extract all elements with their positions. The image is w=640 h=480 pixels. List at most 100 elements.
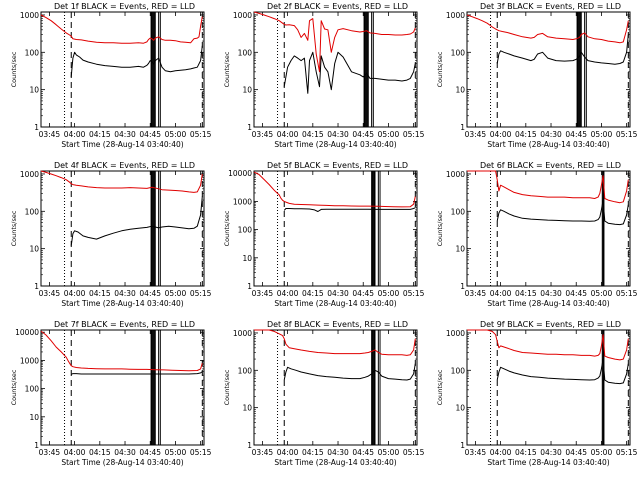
chart-panel-8: Det 8f BLACK = Events, RED = LLD 1 10 100 10… <box>223 320 425 467</box>
y-tick-label: 10 <box>455 86 465 95</box>
plot-frame <box>40 329 205 446</box>
x-tick-label: 05:00 <box>591 130 613 139</box>
y-tick-label: 1 <box>460 441 465 450</box>
x-tick-label: 04:00 <box>277 448 299 457</box>
x-tick-label: 05:00 <box>165 289 187 298</box>
x-tick-label: 04:45 <box>565 130 587 139</box>
x-tick-label: 03:45 <box>252 448 274 457</box>
series-line-events <box>70 196 203 246</box>
chart-title: Det 1f BLACK = Events, RED = LLD <box>54 2 195 11</box>
x-tick-label: 04:45 <box>139 289 161 298</box>
x-tick-label: 04:45 <box>352 289 374 298</box>
x-tick-label: 05:00 <box>591 448 613 457</box>
x-tick-label: 04:00 <box>490 289 512 298</box>
plot-frame <box>466 170 631 287</box>
x-tick-label: 04:45 <box>352 448 374 457</box>
x-tick-label: 04:45 <box>565 289 587 298</box>
x-tick-label: 04:15 <box>89 289 111 298</box>
x-tick-label: 04:15 <box>515 448 537 457</box>
plot-frame <box>466 329 631 446</box>
y-axis-label: Counts/sec <box>223 210 231 246</box>
y-tick-label: 100 <box>25 48 40 57</box>
y-tick-label: 10 <box>455 245 465 254</box>
x-tick-label: 03:45 <box>252 289 274 298</box>
plot-frame <box>253 170 418 287</box>
y-tick-label: 1000 <box>446 329 465 338</box>
chart-panel-5: Det 5f BLACK = Events, RED = LLD 1 10 100 10… <box>223 161 425 308</box>
x-tick-label: 05:15 <box>190 289 212 298</box>
y-tick-label: 1000 <box>233 197 252 206</box>
x-tick-label: 03:45 <box>39 289 61 298</box>
y-axis-label: Counts/sec <box>436 51 444 87</box>
x-tick-label: 03:45 <box>465 289 487 298</box>
x-tick-label: 03:45 <box>39 448 61 457</box>
x-tick-label: 05:15 <box>616 130 638 139</box>
x-tick-label: 05:15 <box>616 448 638 457</box>
x-tick-label: 04:30 <box>327 289 349 298</box>
x-tick-label: 03:45 <box>465 448 487 457</box>
x-tick-label: 03:45 <box>465 130 487 139</box>
x-tick-label: 04:00 <box>490 448 512 457</box>
x-tick-label: 04:00 <box>64 448 86 457</box>
y-tick-label: 10 <box>29 413 39 422</box>
x-tick-label: 04:15 <box>302 130 324 139</box>
x-tick-label: 03:45 <box>39 130 61 139</box>
chart-panel-4: Det 4f BLACK = Events, RED = LLD 1 10 100 10… <box>10 161 212 308</box>
x-tick-label: 04:30 <box>540 289 562 298</box>
series-line-lld <box>40 14 203 44</box>
x-tick-label: 05:15 <box>403 448 425 457</box>
x-tick-label: 04:30 <box>327 448 349 457</box>
x-tick-label: 04:00 <box>277 130 299 139</box>
chart-panel-7: Det 7f BLACK = Events, RED = LLD 1 10 100 10… <box>10 320 212 467</box>
y-axis-label: Counts/sec <box>436 369 444 405</box>
y-tick-label: 10 <box>455 404 465 413</box>
y-tick-label: 1 <box>247 123 252 132</box>
chart-title: Det 6f BLACK = Events, RED = LLD <box>480 161 621 170</box>
y-tick-label: 10 <box>29 86 39 95</box>
plot-frame <box>253 11 418 128</box>
y-tick-label: 100 <box>451 207 466 216</box>
x-tick-label: 05:00 <box>378 130 400 139</box>
series-line-lld <box>253 11 416 73</box>
x-tick-label: 04:00 <box>64 289 86 298</box>
chart-title: Det 5f BLACK = Events, RED = LLD <box>267 161 408 170</box>
x-tick-label: 05:00 <box>165 130 187 139</box>
chart-title: Det 9f BLACK = Events, RED = LLD <box>480 320 621 329</box>
x-axis-label: Start Time (28-Aug-14 03:40:40) <box>487 458 609 467</box>
x-tick-label: 05:15 <box>190 130 212 139</box>
x-tick-label: 04:00 <box>64 130 86 139</box>
series-line-events <box>496 34 629 65</box>
series-line-lld <box>467 329 629 361</box>
y-tick-label: 10 <box>242 254 252 263</box>
x-axis-label: Start Time (28-Aug-14 03:40:40) <box>274 458 396 467</box>
y-tick-label: 100 <box>25 385 40 394</box>
x-tick-label: 05:00 <box>378 289 400 298</box>
series-line-events <box>496 199 629 226</box>
chart-panel-2: Det 2f BLACK = Events, RED = LLD 1 10 100 10… <box>223 2 425 149</box>
x-tick-label: 05:15 <box>403 289 425 298</box>
y-tick-label: 100 <box>238 48 253 57</box>
x-tick-label: 04:45 <box>139 130 161 139</box>
y-tick-label: 1000 <box>20 11 39 20</box>
chart-panel-9: Det 9f BLACK = Events, RED = LLD 1 10 100 10… <box>436 320 638 467</box>
series-line-events <box>283 363 416 381</box>
x-tick-label: 04:45 <box>565 448 587 457</box>
x-tick-label: 04:30 <box>114 130 136 139</box>
y-axis-label: Counts/sec <box>436 210 444 246</box>
x-tick-label: 05:00 <box>378 448 400 457</box>
series-line-events <box>70 371 203 375</box>
series-line-lld <box>40 330 203 372</box>
series-line-lld <box>254 329 416 356</box>
chart-panel-6: Det 6f BLACK = Events, RED = LLD 1 10 100 10… <box>436 161 638 308</box>
x-axis-label: Start Time (28-Aug-14 03:40:40) <box>487 299 609 308</box>
y-tick-label: 100 <box>451 48 466 57</box>
series-line-lld <box>40 170 203 193</box>
x-tick-label: 04:30 <box>114 448 136 457</box>
series-line-lld <box>253 171 416 208</box>
chart-title: Det 4f BLACK = Events, RED = LLD <box>54 161 195 170</box>
x-axis-label: Start Time (28-Aug-14 03:40:40) <box>61 140 183 149</box>
x-tick-label: 04:15 <box>302 289 324 298</box>
series-line-events <box>283 51 416 94</box>
series-line-events <box>283 207 416 212</box>
